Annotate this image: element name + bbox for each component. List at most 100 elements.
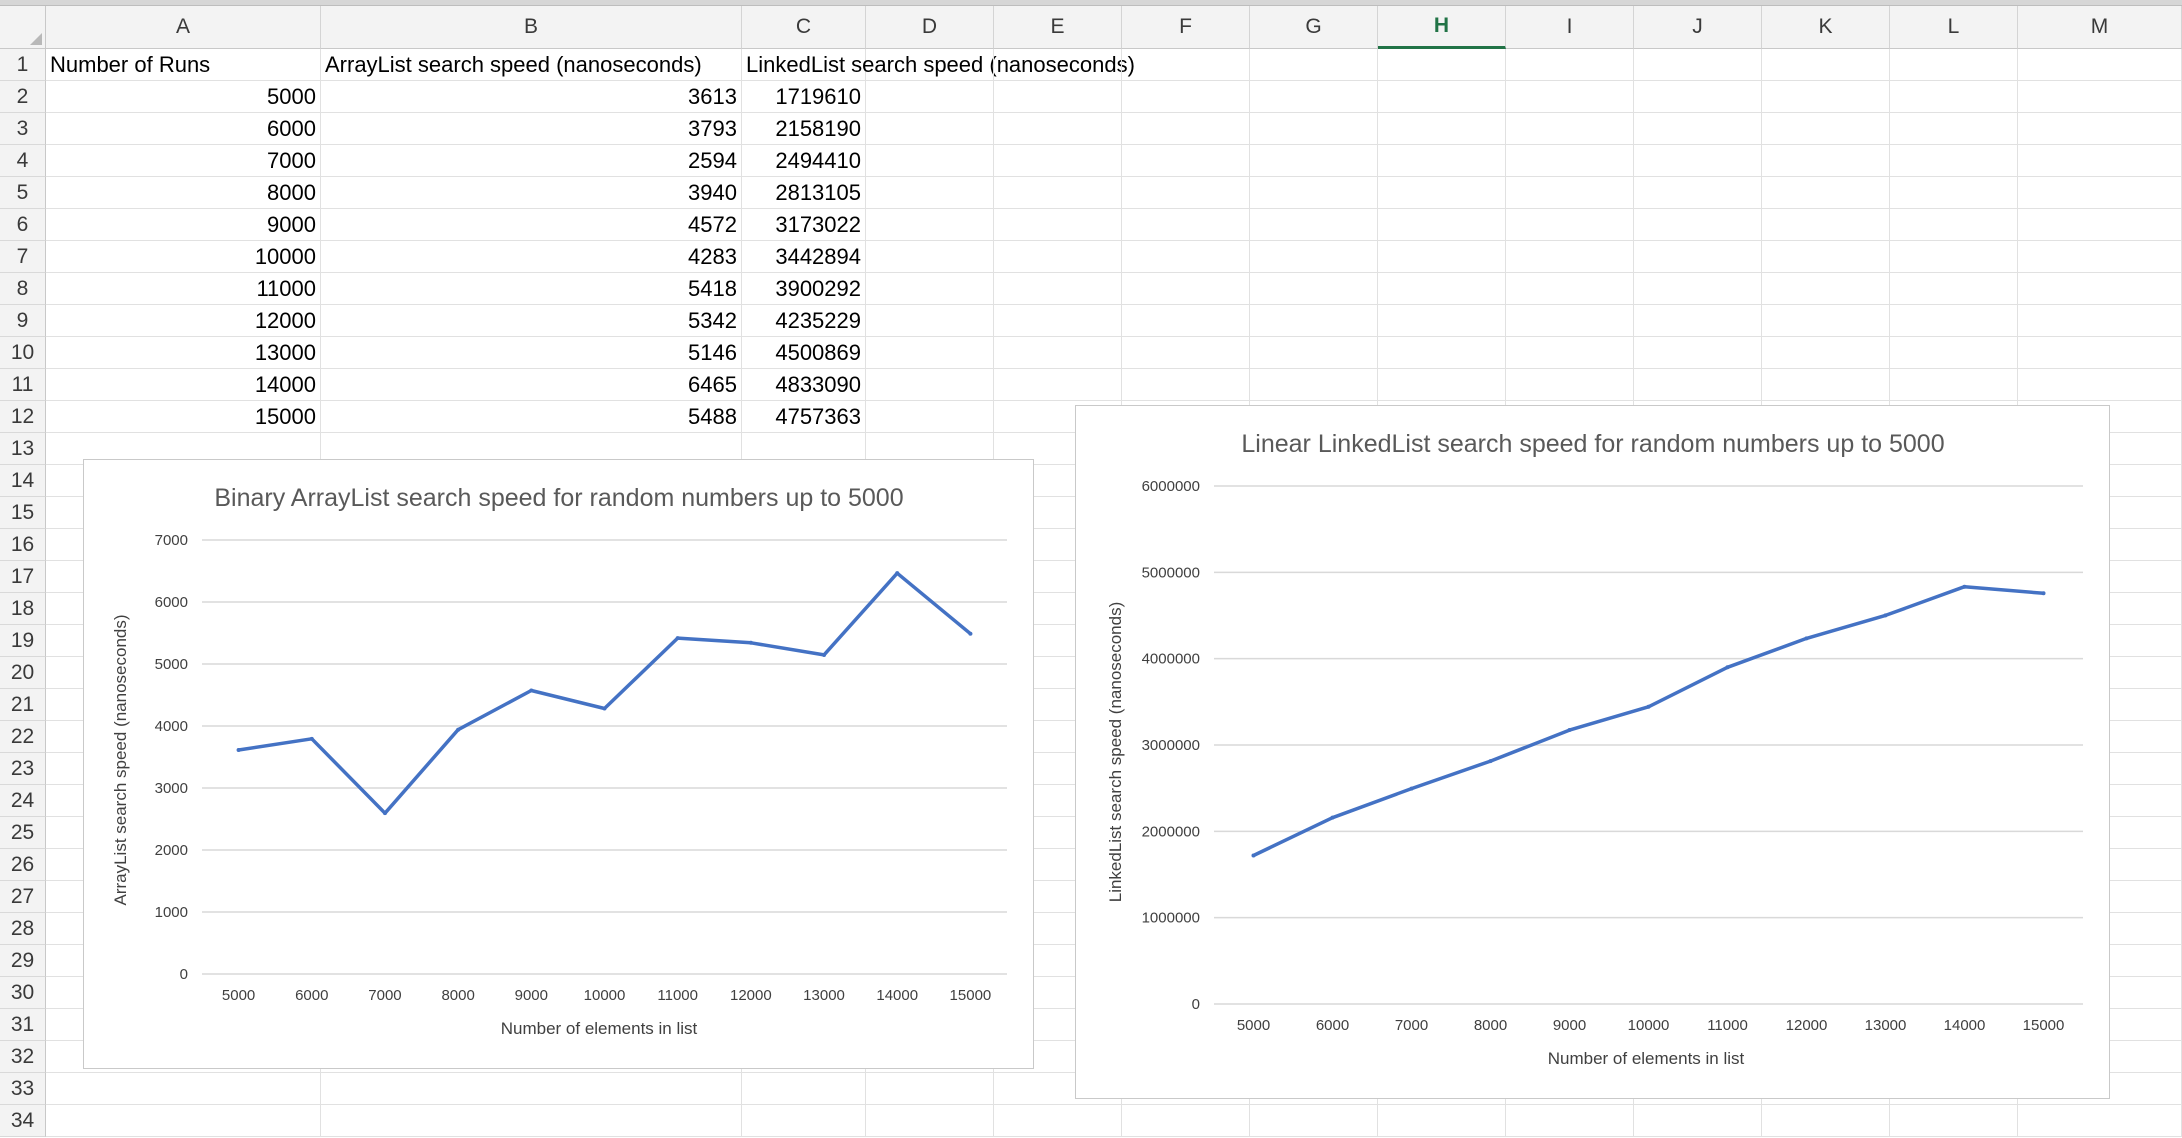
empty-cell[interactable]	[866, 177, 994, 209]
empty-cell[interactable]	[1890, 209, 2018, 241]
empty-cell[interactable]	[1506, 241, 1634, 273]
header-cell[interactable]: Number of Runs	[46, 49, 321, 81]
empty-cell[interactable]	[321, 1105, 742, 1137]
empty-cell[interactable]	[1250, 1105, 1378, 1137]
empty-cell[interactable]	[1890, 49, 2018, 81]
empty-cell[interactable]	[866, 273, 994, 305]
empty-cell[interactable]	[1762, 1105, 1890, 1137]
row-header-19[interactable]: 19	[0, 625, 46, 657]
empty-cell[interactable]	[2018, 241, 2182, 273]
row-header-33[interactable]: 33	[0, 1073, 46, 1105]
empty-cell[interactable]	[1122, 369, 1250, 401]
empty-cell[interactable]	[1250, 209, 1378, 241]
row-header-30[interactable]: 30	[0, 977, 46, 1009]
empty-cell[interactable]	[1378, 145, 1506, 177]
empty-cell[interactable]	[1506, 305, 1634, 337]
empty-cell[interactable]	[1762, 273, 1890, 305]
row-header-3[interactable]: 3	[0, 113, 46, 145]
empty-cell[interactable]	[1890, 145, 2018, 177]
empty-cell[interactable]	[1762, 145, 1890, 177]
empty-cell[interactable]	[866, 145, 994, 177]
row-header-28[interactable]: 28	[0, 913, 46, 945]
empty-cell[interactable]	[1762, 81, 1890, 113]
empty-cell[interactable]	[1634, 49, 1762, 81]
data-cell[interactable]: 2494410	[742, 145, 866, 177]
data-cell[interactable]: 9000	[46, 209, 321, 241]
data-cell[interactable]: 5146	[321, 337, 742, 369]
empty-cell[interactable]	[994, 1105, 1122, 1137]
row-header-9[interactable]: 9	[0, 305, 46, 337]
data-cell[interactable]: 4283	[321, 241, 742, 273]
data-cell[interactable]: 1719610	[742, 81, 866, 113]
empty-cell[interactable]	[866, 49, 994, 81]
empty-cell[interactable]	[1506, 273, 1634, 305]
empty-cell[interactable]	[2018, 1105, 2182, 1137]
data-cell[interactable]: 2158190	[742, 113, 866, 145]
empty-cell[interactable]	[1762, 177, 1890, 209]
data-cell[interactable]: 3442894	[742, 241, 866, 273]
column-header-e[interactable]: E	[994, 6, 1122, 49]
empty-cell[interactable]	[1890, 369, 2018, 401]
column-header-j[interactable]: J	[1634, 6, 1762, 49]
data-cell[interactable]: 4757363	[742, 401, 866, 433]
empty-cell[interactable]	[1122, 305, 1250, 337]
empty-cell[interactable]	[1122, 241, 1250, 273]
empty-cell[interactable]	[2018, 81, 2182, 113]
empty-cell[interactable]	[1762, 209, 1890, 241]
column-header-a[interactable]: A	[46, 6, 321, 49]
empty-cell[interactable]	[994, 305, 1122, 337]
data-cell[interactable]: 4235229	[742, 305, 866, 337]
empty-cell[interactable]	[1506, 369, 1634, 401]
empty-cell[interactable]	[1250, 369, 1378, 401]
row-header-26[interactable]: 26	[0, 849, 46, 881]
data-cell[interactable]: 10000	[46, 241, 321, 273]
row-header-4[interactable]: 4	[0, 145, 46, 177]
empty-cell[interactable]	[1122, 1105, 1250, 1137]
empty-cell[interactable]	[1506, 145, 1634, 177]
empty-cell[interactable]	[1890, 337, 2018, 369]
data-cell[interactable]: 14000	[46, 369, 321, 401]
row-header-7[interactable]: 7	[0, 241, 46, 273]
empty-cell[interactable]	[1378, 209, 1506, 241]
empty-cell[interactable]	[1250, 145, 1378, 177]
empty-cell[interactable]	[1634, 337, 1762, 369]
column-header-c[interactable]: C	[742, 6, 866, 49]
empty-cell[interactable]	[1890, 305, 2018, 337]
header-cell[interactable]: ArrayList search speed (nanoseconds)	[321, 49, 742, 81]
empty-cell[interactable]	[1634, 209, 1762, 241]
empty-cell[interactable]	[1634, 273, 1762, 305]
empty-cell[interactable]	[994, 337, 1122, 369]
empty-cell[interactable]	[1250, 113, 1378, 145]
row-header-18[interactable]: 18	[0, 593, 46, 625]
data-cell[interactable]: 4500869	[742, 337, 866, 369]
empty-cell[interactable]	[1506, 177, 1634, 209]
data-cell[interactable]: 11000	[46, 273, 321, 305]
empty-cell[interactable]	[994, 209, 1122, 241]
data-cell[interactable]: 2813105	[742, 177, 866, 209]
empty-cell[interactable]	[1378, 1105, 1506, 1137]
empty-cell[interactable]	[2018, 209, 2182, 241]
empty-cell[interactable]	[866, 337, 994, 369]
column-header-l[interactable]: L	[1890, 6, 2018, 49]
data-cell[interactable]: 12000	[46, 305, 321, 337]
empty-cell[interactable]	[1634, 369, 1762, 401]
empty-cell[interactable]	[1122, 273, 1250, 305]
empty-cell[interactable]	[742, 1073, 866, 1105]
empty-cell[interactable]	[994, 273, 1122, 305]
row-header-24[interactable]: 24	[0, 785, 46, 817]
empty-cell[interactable]	[1250, 81, 1378, 113]
empty-cell[interactable]	[742, 1105, 866, 1137]
empty-cell[interactable]	[994, 81, 1122, 113]
empty-cell[interactable]	[866, 209, 994, 241]
empty-cell[interactable]	[1122, 81, 1250, 113]
row-header-31[interactable]: 31	[0, 1009, 46, 1041]
empty-cell[interactable]	[1122, 145, 1250, 177]
empty-cell[interactable]	[1122, 49, 1250, 81]
empty-cell[interactable]	[1890, 113, 2018, 145]
empty-cell[interactable]	[866, 369, 994, 401]
data-cell[interactable]: 3613	[321, 81, 742, 113]
data-cell[interactable]: 3793	[321, 113, 742, 145]
empty-cell[interactable]	[1122, 177, 1250, 209]
data-cell[interactable]: 2594	[321, 145, 742, 177]
linkedlist-chart[interactable]: Linear LinkedList search speed for rando…	[1075, 405, 2110, 1099]
